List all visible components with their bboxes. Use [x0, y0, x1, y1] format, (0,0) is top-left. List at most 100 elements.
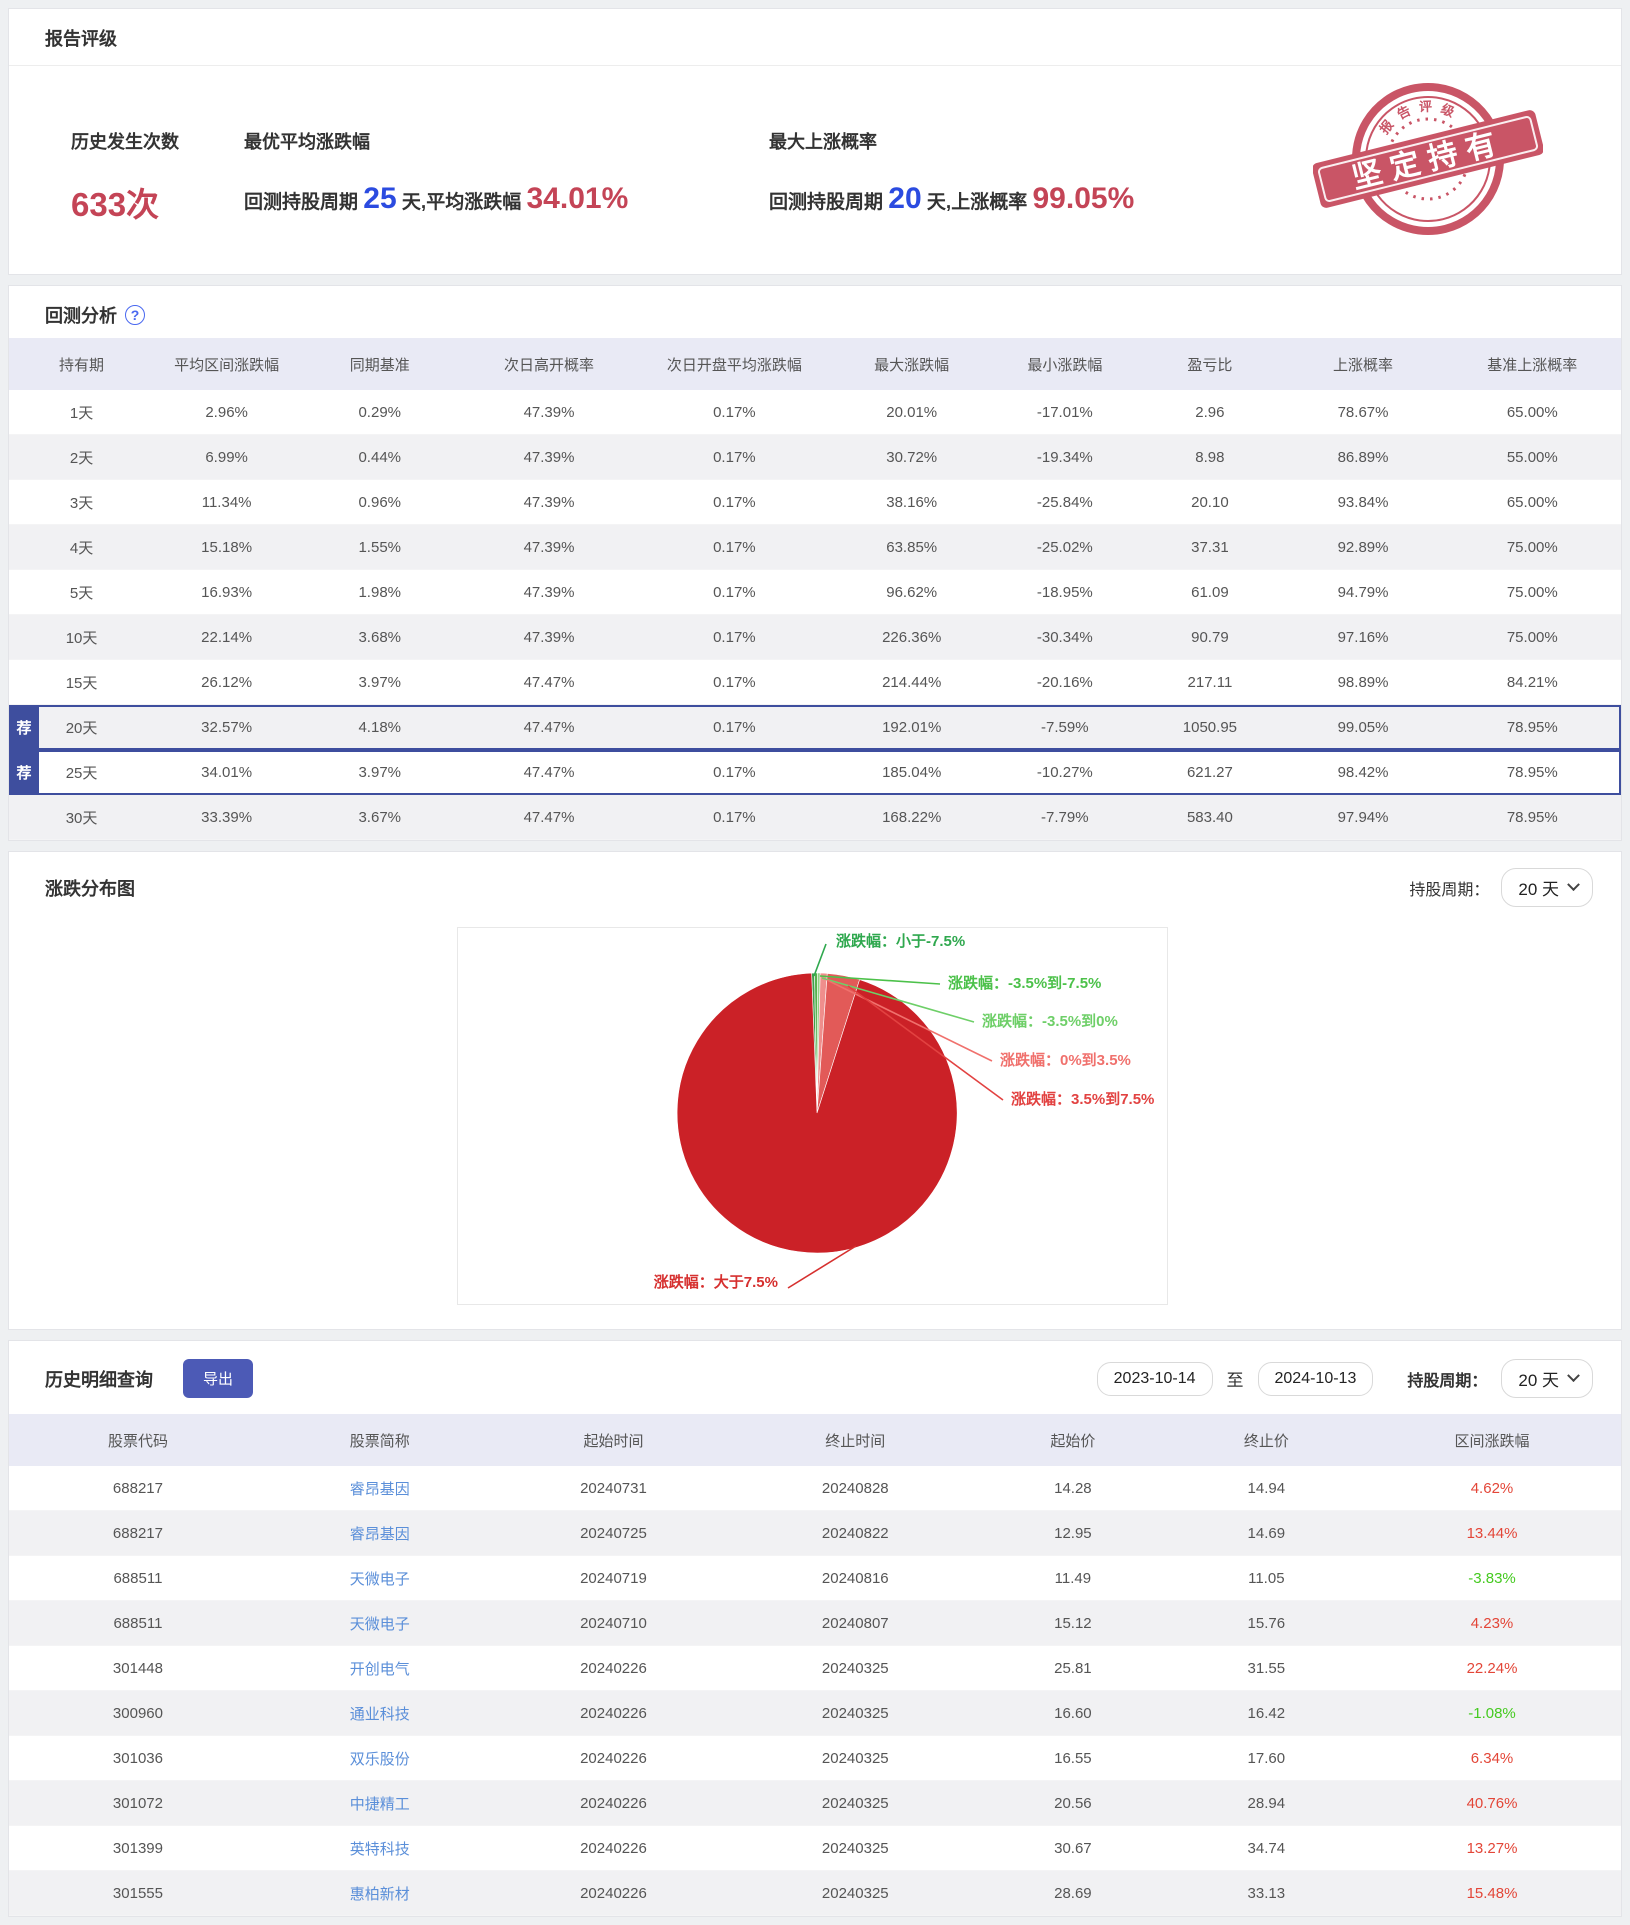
backtest-row: 30天 33.39% 3.67% 47.47% 0.17% 168.22% -7.79% 58…	[9, 795, 1621, 840]
end-price-cell: 16.42	[1247, 1704, 1286, 1722]
date-to-input[interactable]: 2024-10-13	[1257, 1361, 1374, 1396]
start-date-cell: 20240731	[580, 1479, 647, 1497]
backtest-cell: 97.94%	[1337, 808, 1389, 826]
start-price-cell: 16.60	[1054, 1704, 1092, 1722]
recommend-badge: 荐	[9, 750, 39, 795]
export-button[interactable]: 导出	[183, 1359, 254, 1398]
stock-link[interactable]: 英特科技	[349, 1840, 410, 1858]
change-pct-cell: 22.24%	[1466, 1659, 1518, 1677]
stock-code-cell: 688511	[113, 1614, 163, 1632]
rating-stamp: 报 告 评 级 坚定持有	[1312, 77, 1544, 250]
history-title: 历史明细查询	[45, 1369, 153, 1390]
stock-code-cell: 301399	[112, 1839, 163, 1857]
history-col-header: 终止时间	[825, 1432, 886, 1450]
date-from-input[interactable]: 2023-10-14	[1096, 1361, 1213, 1396]
backtest-cell: 8.98	[1195, 448, 1225, 466]
stock-link[interactable]: 通业科技	[349, 1705, 410, 1723]
end-price-cell: 14.94	[1247, 1479, 1286, 1497]
backtest-cell: 32.57%	[201, 719, 253, 736]
backtest-cell: 96.62%	[886, 583, 938, 601]
history-table-header: 股票代码 股票简称 起始时间 终止时间 起始价 终止价 区间涨跌幅	[9, 1414, 1621, 1466]
backtest-cell: 0.17%	[713, 628, 756, 646]
backtest-cell: 0.17%	[713, 583, 756, 601]
backtest-cell: 75.00%	[1506, 628, 1558, 646]
backtest-cell: -20.16%	[1036, 673, 1093, 691]
stock-link[interactable]: 睿昂基因	[349, 1525, 410, 1543]
history-period-select[interactable]: 20 天	[1501, 1359, 1593, 1398]
backtest-cell: -17.01%	[1036, 403, 1093, 421]
pie-label: 涨跌幅：小于-7.5%	[836, 933, 966, 950]
distribution-title: 涨跌分布图	[45, 878, 135, 899]
backtest-cell: -19.34%	[1036, 448, 1093, 466]
stock-link[interactable]: 惠柏新材	[349, 1885, 410, 1903]
backtest-cell: 0.17%	[713, 808, 756, 826]
stat-occurrences-label: 历史发生次数	[71, 132, 179, 152]
hold-period-select[interactable]: 20 天	[1501, 868, 1593, 907]
pie-label: 涨跌幅：3.5%到7.5%	[1011, 1091, 1155, 1108]
backtest-cell: 78.95%	[1506, 764, 1558, 781]
backtest-cell: 78.95%	[1506, 719, 1558, 736]
holding-period-cell: 4天	[69, 539, 94, 557]
stock-link[interactable]: 天微电子	[349, 1570, 410, 1588]
backtest-cell: 26.12%	[201, 673, 253, 691]
backtest-cell: -25.84%	[1036, 493, 1093, 511]
end-date-cell: 20240828	[821, 1479, 889, 1497]
start-date-cell: 20240226	[580, 1659, 647, 1677]
stock-code-cell: 301448	[112, 1659, 163, 1677]
backtest-cell: 0.17%	[713, 538, 756, 556]
backtest-cell: 0.17%	[713, 403, 756, 421]
backtest-col-header: 盈亏比	[1187, 356, 1233, 374]
backtest-cell: 37.31	[1191, 538, 1229, 556]
pie-leader-line	[819, 975, 941, 985]
stock-link[interactable]: 天微电子	[349, 1615, 410, 1633]
history-row: 301036 双乐股份 20240226 20240325 16.55 17.60 6.34…	[9, 1736, 1621, 1781]
pie-leader-line	[847, 985, 1004, 1101]
history-row: 301399 英特科技 20240226 20240325 30.67 34.74 13.2…	[9, 1826, 1621, 1871]
end-price-cell: 31.55	[1247, 1659, 1286, 1677]
holding-period-cell: 20天	[65, 720, 98, 737]
stat-max-prob: 最大上涨概率 回测持股周期 20 天,上涨概率 99.05%	[769, 128, 1134, 226]
backtest-cell: -7.79%	[1041, 808, 1089, 826]
help-icon[interactable]: ?	[125, 305, 145, 325]
stock-link[interactable]: 中捷精工	[349, 1795, 410, 1813]
end-price-cell: 28.94	[1247, 1794, 1286, 1812]
report-rating-title: 报告评级	[9, 9, 1621, 66]
backtest-cell: 0.17%	[713, 493, 756, 511]
distribution-panel: 涨跌分布图 持股周期： 20 天 涨跌幅：小于-7.5% 涨跌幅：-3.5%到-7…	[8, 851, 1622, 1330]
holding-period-cell: 1天	[69, 404, 94, 422]
backtest-cell: 2.96%	[205, 403, 248, 421]
history-row: 300960 通业科技 20240226 20240325 16.60 16.42 -1.0…	[9, 1691, 1621, 1736]
backtest-cell: 75.00%	[1506, 538, 1558, 556]
backtest-cell: 22.14%	[201, 628, 253, 646]
history-row: 301555 惠柏新材 20240226 20240325 28.69 33.13 15.4…	[9, 1871, 1621, 1916]
backtest-cell: 61.09	[1191, 583, 1229, 601]
backtest-cell: -10.27%	[1036, 764, 1093, 781]
date-range-to-label: 至	[1226, 1371, 1244, 1390]
stock-link[interactable]: 睿昂基因	[349, 1480, 410, 1498]
backtest-row: 10天 22.14% 3.68% 47.39% 0.17% 226.36% -30.34% 9…	[9, 615, 1621, 660]
history-row: 688217 睿昂基因 20240731 20240828 14.28 14.94 4.62…	[9, 1466, 1621, 1511]
history-row: 301072 中捷精工 20240226 20240325 20.56 28.94 40.7…	[9, 1781, 1621, 1826]
backtest-cell: 47.39%	[523, 538, 575, 556]
end-price-cell: 34.74	[1247, 1839, 1286, 1857]
stock-code-cell: 300960	[112, 1704, 163, 1722]
backtest-cell: 3.68%	[358, 628, 402, 646]
change-pct-cell: 13.44%	[1466, 1524, 1518, 1542]
backtest-cell: 1.98%	[358, 583, 402, 601]
pie-label: 涨跌幅：大于7.5%	[653, 1274, 778, 1291]
backtest-cell: -18.95%	[1036, 583, 1093, 601]
stamp-icon: 报 告 评 级 坚定持有	[1312, 83, 1544, 235]
backtest-cell: 15.18%	[201, 538, 253, 556]
distribution-title-row: 涨跌分布图 持股周期： 20 天	[9, 852, 1621, 921]
end-price-cell: 15.76	[1247, 1614, 1286, 1632]
holding-period-cell: 5天	[69, 584, 94, 602]
backtest-cell: 47.39%	[523, 403, 575, 421]
stock-link[interactable]: 双乐股份	[349, 1750, 410, 1768]
holding-period-cell: 3天	[69, 494, 94, 512]
stock-link[interactable]: 开创电气	[349, 1660, 410, 1678]
history-period-label: 持股周期：	[1407, 1372, 1488, 1390]
history-col-header: 区间涨跌幅	[1454, 1432, 1530, 1450]
stat-best-gain-value: 回测持股周期 25 天,平均涨跌幅 34.01%	[244, 182, 629, 215]
backtest-cell: 93.84%	[1337, 493, 1389, 511]
backtest-row: 1天 2.96% 0.29% 47.39% 0.17% 20.01% -17.01% 2.96…	[9, 390, 1621, 435]
